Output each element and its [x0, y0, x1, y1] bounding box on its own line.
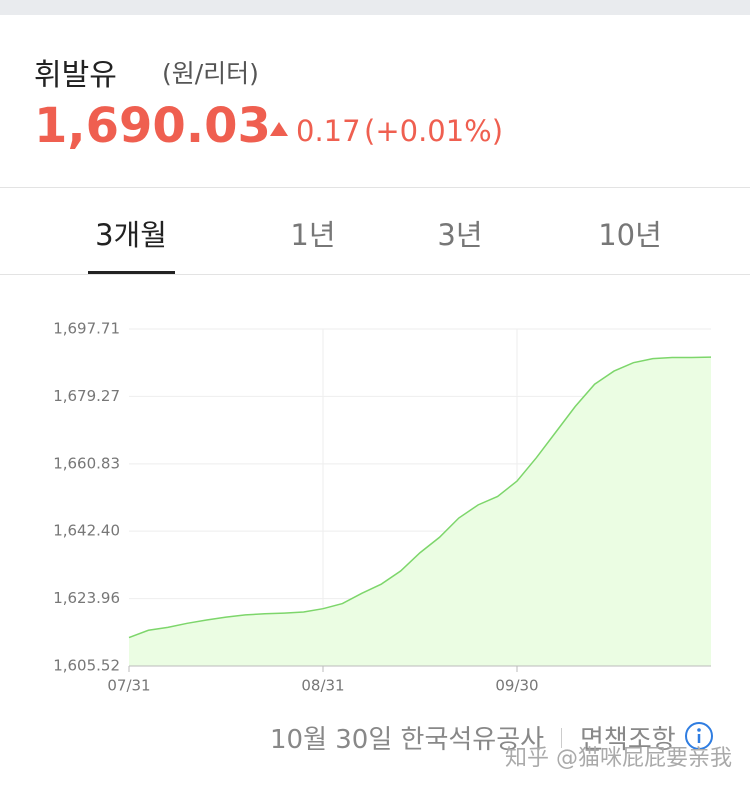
y-tick-label: 1,642.40: [53, 522, 120, 540]
price: 1,690.03: [34, 98, 271, 154]
tab[interactable]: 10년: [598, 218, 662, 252]
y-tick-label: 1,605.52: [53, 657, 120, 675]
tab[interactable]: 3개월: [95, 218, 167, 252]
disclaimer[interactable]: 면책조항: [580, 725, 676, 755]
chart: 1,605.52 1,623.96 1,642.40 1,660.83 1,679.27…: [53, 320, 712, 695]
line: [128, 356, 712, 639]
separator: [561, 728, 562, 748]
top-bar: [0, 0, 750, 15]
change: 0.17: [296, 114, 361, 148]
area-fill: [129, 357, 711, 666]
info-icon[interactable]: [683, 720, 715, 752]
tab-underline: [88, 271, 175, 274]
y-tick-label: 1,679.27: [53, 387, 120, 405]
x-tick-label: 08/31: [301, 677, 344, 695]
divider: [0, 274, 750, 275]
watermark: 知乎 @猫咪屁屁要亲我: [505, 746, 732, 771]
x-tick-label: 07/31: [107, 677, 150, 695]
tab[interactable]: 1년: [290, 218, 336, 252]
divider: [0, 187, 750, 188]
up-arrow: [270, 122, 288, 136]
title: 휘발유: [34, 58, 117, 93]
tab[interactable]: 3년: [437, 218, 483, 252]
change-pct: (+0.01%): [364, 114, 504, 148]
unit: (원/리터): [162, 59, 259, 88]
x-tick-label: 09/30: [495, 677, 538, 695]
source: 10월 30일 한국석유공사: [270, 725, 545, 755]
y-tick-label: 1,623.96: [53, 589, 120, 607]
y-tick-label: 1,697.71: [53, 320, 120, 338]
y-tick-label: 1,660.83: [53, 454, 120, 472]
